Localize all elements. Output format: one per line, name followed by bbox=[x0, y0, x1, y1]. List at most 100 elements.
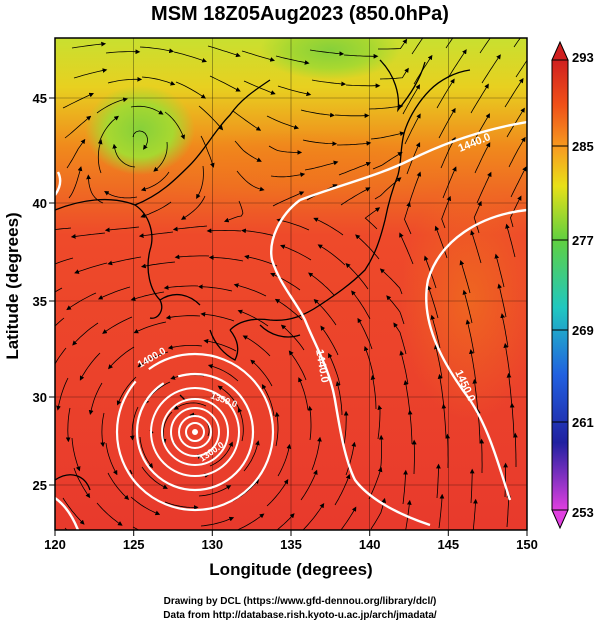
streamline bbox=[200, 312, 235, 322]
streamline bbox=[104, 226, 140, 233]
streamline bbox=[274, 411, 280, 447]
streamline bbox=[442, 166, 457, 199]
streamline bbox=[334, 473, 351, 506]
x-tick-label: 150 bbox=[516, 537, 538, 552]
streamline bbox=[403, 379, 411, 415]
x-axis-label: Longitude (degrees) bbox=[209, 560, 372, 579]
streamline bbox=[65, 407, 71, 443]
streamline bbox=[307, 405, 313, 441]
streamline bbox=[233, 283, 267, 297]
credit-data: Data from http://database.rish.kyoto-u.a… bbox=[163, 610, 437, 621]
typhoon-eye bbox=[192, 429, 198, 435]
streamline bbox=[351, 290, 371, 320]
streamline bbox=[345, 263, 369, 290]
typhoon-contour-2 bbox=[135, 372, 255, 492]
streamline bbox=[209, 75, 241, 92]
streamline bbox=[200, 516, 235, 527]
streamline bbox=[197, 284, 233, 292]
y-tick-label: 35 bbox=[33, 294, 47, 309]
streamline bbox=[505, 223, 516, 258]
streamline bbox=[506, 372, 513, 408]
streamline bbox=[512, 432, 518, 467]
streamline bbox=[399, 350, 409, 385]
streamline bbox=[107, 76, 143, 84]
streamline bbox=[440, 136, 456, 169]
y-axis bbox=[49, 97, 55, 486]
contour-label-1440-center: 1440.0 bbox=[313, 348, 331, 383]
streamline bbox=[56, 377, 69, 411]
streamline bbox=[223, 200, 244, 223]
streamline bbox=[79, 352, 101, 381]
streamline bbox=[243, 440, 260, 472]
streamline bbox=[302, 503, 325, 530]
streamline bbox=[108, 346, 135, 370]
streamline bbox=[64, 527, 68, 530]
streamline bbox=[445, 433, 451, 468]
streamline bbox=[208, 255, 244, 262]
streamline bbox=[73, 68, 108, 79]
streamline bbox=[320, 325, 339, 356]
streamline bbox=[172, 225, 208, 232]
y-tick-label: 30 bbox=[33, 390, 47, 405]
streamline bbox=[236, 170, 265, 192]
y-tick-label: 25 bbox=[33, 478, 47, 493]
streamline bbox=[97, 286, 131, 300]
streamline bbox=[133, 321, 167, 334]
contour-1440-north bbox=[299, 120, 527, 202]
streamline bbox=[207, 364, 239, 382]
streamline bbox=[308, 272, 335, 296]
streamline bbox=[368, 467, 383, 500]
streamline bbox=[234, 140, 262, 162]
streamline bbox=[337, 141, 372, 146]
streamline bbox=[470, 230, 482, 264]
streamline bbox=[508, 136, 526, 168]
streamline bbox=[72, 322, 99, 346]
streamline bbox=[68, 166, 83, 199]
streamline bbox=[510, 166, 527, 198]
streamline bbox=[198, 105, 224, 131]
streamline bbox=[174, 254, 210, 260]
streamline bbox=[340, 187, 371, 206]
streamline bbox=[203, 338, 237, 352]
streamline bbox=[164, 501, 199, 510]
streamline bbox=[311, 436, 322, 471]
streamline bbox=[104, 190, 138, 199]
streamline bbox=[363, 345, 375, 380]
streamline bbox=[472, 378, 479, 414]
y-axis-label: Latitude (degrees) bbox=[3, 212, 22, 359]
warm-orange-region bbox=[400, 180, 527, 420]
streamline bbox=[438, 107, 456, 139]
contour-1440-sw bbox=[55, 497, 80, 530]
streamline bbox=[441, 403, 447, 439]
streamline bbox=[86, 174, 104, 204]
streamline bbox=[300, 109, 335, 118]
streamline bbox=[71, 41, 107, 49]
streamline bbox=[62, 497, 85, 525]
streamline bbox=[402, 84, 421, 115]
streamline bbox=[130, 105, 164, 115]
streamline bbox=[302, 139, 338, 147]
x-tick-label: 140 bbox=[359, 537, 381, 552]
streamline bbox=[272, 191, 305, 207]
streamline bbox=[116, 376, 137, 406]
streamline bbox=[102, 316, 133, 334]
streamline bbox=[372, 151, 403, 170]
streamline bbox=[413, 54, 433, 85]
streamline bbox=[469, 349, 477, 384]
streamline bbox=[206, 228, 242, 234]
streamline bbox=[280, 324, 305, 351]
streamline bbox=[465, 319, 475, 354]
streamline bbox=[55, 287, 63, 293]
credit-drawing: Drawing by DCL (https://www.gfd-dennou.o… bbox=[164, 596, 437, 607]
streamline bbox=[343, 410, 349, 446]
streamline bbox=[300, 469, 318, 501]
streamline bbox=[96, 502, 123, 526]
streamline bbox=[469, 468, 475, 504]
streamline bbox=[173, 402, 207, 410]
streamline bbox=[338, 161, 372, 176]
streamline bbox=[107, 472, 130, 500]
streamline bbox=[167, 532, 199, 535]
colorbar-tick-label: 277 bbox=[572, 233, 594, 248]
streamline bbox=[377, 404, 383, 440]
colorbar: 293 285 277 269 261 253 bbox=[551, 40, 594, 530]
